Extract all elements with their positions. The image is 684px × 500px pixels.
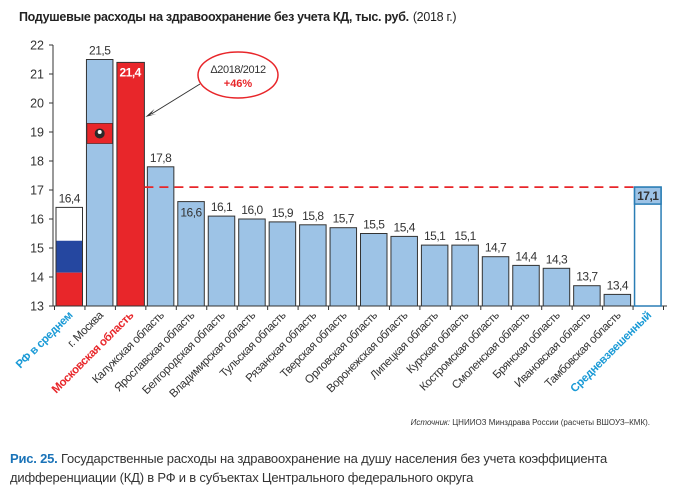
annotation-arrow-line <box>151 83 201 115</box>
chart-title-year: (2018 г.) <box>412 10 457 24</box>
bar-10 <box>329 227 358 307</box>
value-label: 17,1 <box>637 189 659 203</box>
bar-segment-blue <box>56 240 83 273</box>
bar-6 <box>207 215 236 307</box>
y-tick-label: 19 <box>30 126 44 140</box>
bar-5 <box>177 201 205 307</box>
y-tick-label: 22 <box>30 39 44 53</box>
bar-17 <box>542 267 571 307</box>
annotation-ellipse <box>197 51 279 99</box>
bar-rect <box>633 186 662 307</box>
value-label: 14,4 <box>515 249 537 263</box>
bar-rect <box>146 166 175 307</box>
bar-rect <box>177 201 205 307</box>
bar-15 <box>481 256 510 307</box>
y-tick-label: 18 <box>30 155 44 169</box>
y-tick-label: 21 <box>30 68 44 82</box>
y-tick-label: 20 <box>30 97 44 111</box>
bar-rect <box>116 61 145 307</box>
bar-rect <box>360 233 388 307</box>
annotation-arrow-head-icon <box>145 109 157 117</box>
bar-20 <box>633 186 662 307</box>
bar-rect <box>268 221 297 307</box>
bar-rect <box>238 218 266 307</box>
value-label: 15,1 <box>424 229 446 243</box>
bar-outline <box>55 206 83 307</box>
annotation-line2: +46% <box>224 78 253 90</box>
y-tick-label: 17 <box>30 184 44 198</box>
bars <box>55 59 662 307</box>
bar-rect <box>85 59 114 307</box>
bar-segment-red <box>56 272 83 306</box>
bar-rect <box>451 244 479 307</box>
value-label: 14,3 <box>546 252 568 266</box>
bar-rect <box>512 264 540 307</box>
value-label: 13,7 <box>576 270 598 284</box>
value-label: 15,5 <box>363 218 385 232</box>
bar-rect <box>573 285 601 307</box>
source-note: Источник: ЦНИИОЗ Минздрава России (расче… <box>411 418 650 427</box>
bar-16 <box>512 264 540 307</box>
bar-4 <box>146 166 175 307</box>
bar-18 <box>573 285 601 307</box>
value-labels: 16,4 21,5 21,4 17,8 16,6 16,1 16,0 15,9 15,8 15,7… <box>59 44 660 293</box>
bar-rect <box>481 256 510 307</box>
bar-rect <box>420 244 449 307</box>
bar-13 <box>420 244 449 307</box>
value-label: 21,4 <box>119 65 141 79</box>
bar-rect <box>299 224 327 307</box>
y-tick-label: 15 <box>30 242 44 256</box>
value-label: 15,7 <box>333 212 355 226</box>
value-label: 16,1 <box>211 200 233 214</box>
figure-caption: Рис. 25. Государственные расходы на здра… <box>10 449 675 487</box>
bar-8 <box>268 221 297 307</box>
caption-text: Государственные расходы на здравоохранен… <box>10 451 607 485</box>
value-label: 17,8 <box>150 151 172 165</box>
bar-14 <box>451 244 479 307</box>
value-label: 16,0 <box>241 203 263 217</box>
y-tick-label: 14 <box>30 271 44 285</box>
value-label: 16,6 <box>180 206 202 220</box>
annotation: Δ2018/2012 +46% <box>145 51 279 117</box>
bar-segment-white <box>56 207 83 241</box>
y-axis: 13 14 15 16 17 18 19 20 21 22 <box>30 39 667 314</box>
value-label: 15,1 <box>454 229 476 243</box>
bar-19 <box>603 293 632 307</box>
y-tick-label: 13 <box>30 300 44 314</box>
bar-value-box <box>633 186 662 205</box>
value-label: 14,7 <box>485 241 507 255</box>
bar-rect <box>603 293 632 307</box>
bar-rect <box>542 267 571 307</box>
value-label: 15,8 <box>302 209 324 223</box>
value-label: 15,4 <box>394 220 416 234</box>
source-text: ЦНИИОЗ Минздрава России (расчеты ВШОУЗ–К… <box>450 418 650 427</box>
moscow-emblem-rider <box>97 129 102 134</box>
bar-9 <box>299 224 327 307</box>
bar-rect <box>329 227 358 307</box>
bar-11 <box>360 233 388 307</box>
source-prefix: Источник: <box>410 418 451 427</box>
bar-3 <box>116 61 145 307</box>
value-label: 15,9 <box>272 206 294 220</box>
y-tick-label: 16 <box>30 213 44 227</box>
bar-rect <box>390 235 418 307</box>
figure-number: Рис. 25. <box>10 451 58 466</box>
value-label: 16,4 <box>59 191 81 205</box>
bar-12 <box>390 235 418 307</box>
bar-7 <box>238 218 266 307</box>
chart-title: Подушевые расходы на здравоохранение без… <box>19 10 457 24</box>
annotation-line1: Δ2018/2012 <box>210 64 266 76</box>
bar-rect <box>207 215 236 307</box>
bar-2 <box>85 59 114 307</box>
chart-title-text: Подушевые расходы на здравоохранение без… <box>19 10 409 24</box>
bar-1 <box>55 206 83 307</box>
value-label: 21,5 <box>89 44 111 58</box>
value-label: 13,4 <box>607 278 629 292</box>
